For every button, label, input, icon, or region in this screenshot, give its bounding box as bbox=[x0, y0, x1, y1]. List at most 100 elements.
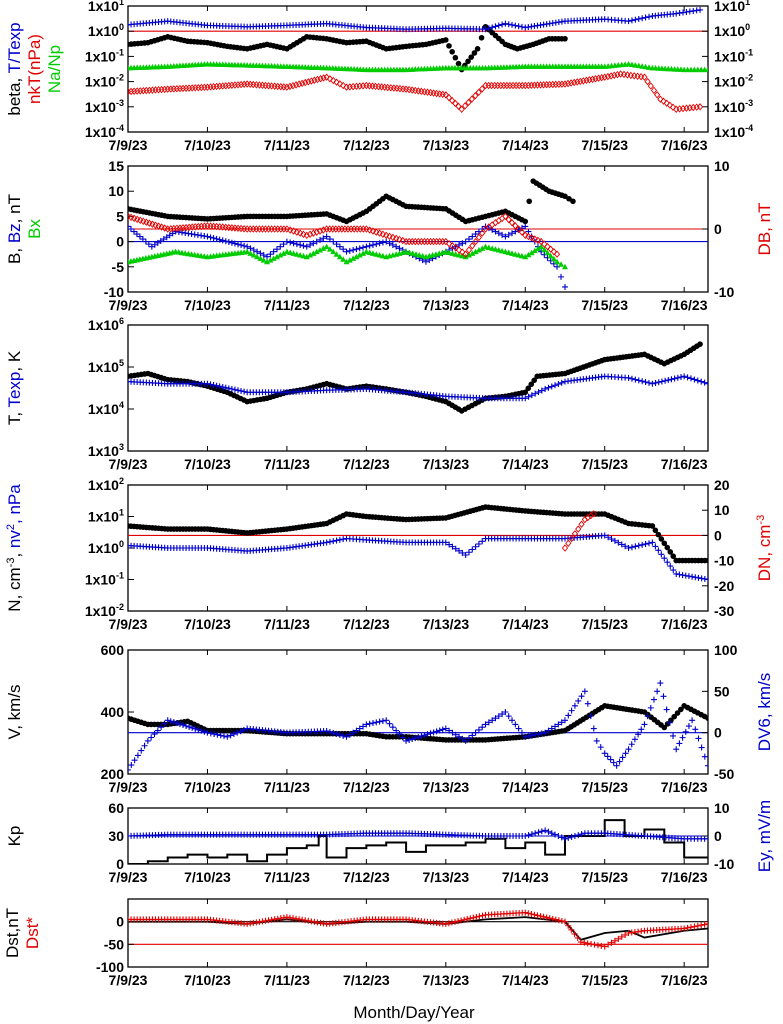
series-bx-point bbox=[465, 252, 472, 258]
series-bz-point bbox=[225, 238, 232, 245]
series-bz-point bbox=[207, 234, 214, 241]
y-tick-right-label: 10 bbox=[714, 502, 730, 518]
series-dv6-point bbox=[183, 722, 190, 729]
series-nv2-point bbox=[459, 549, 466, 556]
series-bx-point bbox=[550, 255, 557, 262]
series-dv6-point bbox=[660, 693, 667, 700]
series-t-point bbox=[525, 385, 532, 392]
x-tick-label: 7/11/23 bbox=[264, 779, 310, 795]
y-tick-right-label: 100 bbox=[714, 642, 738, 658]
series-nv2-point bbox=[695, 574, 702, 581]
series-nkt-npa--point bbox=[571, 78, 578, 87]
series-texp-point bbox=[238, 387, 245, 394]
series-bx-point bbox=[406, 249, 413, 256]
series-bx-point bbox=[534, 245, 541, 252]
series-db-point bbox=[393, 234, 400, 243]
series-t-texp bbox=[128, 6, 704, 33]
y-axis-label-right: DV6, km/s bbox=[755, 673, 774, 751]
series-bz-point bbox=[422, 258, 429, 265]
series-nkt-npa--point bbox=[663, 99, 670, 107]
series-bx-point bbox=[277, 252, 284, 258]
series-db-point bbox=[462, 250, 469, 258]
series-dv6-point bbox=[695, 735, 702, 742]
series-beta-point bbox=[446, 43, 452, 49]
y-axis-label-right: DN, cm-3 bbox=[755, 515, 774, 581]
y-tick-label: -10 bbox=[104, 284, 124, 300]
series-dst--point bbox=[451, 918, 458, 925]
series-nv2-point bbox=[601, 532, 608, 539]
series-db-point bbox=[538, 237, 545, 246]
series-bz-point bbox=[469, 233, 476, 240]
series-dv6-point bbox=[389, 724, 396, 731]
series-texp-point bbox=[548, 383, 555, 390]
series-dv6-point bbox=[489, 717, 496, 724]
x-tick-label: 7/11/23 bbox=[264, 972, 310, 988]
series-texp-point bbox=[674, 374, 681, 381]
series-dv6-point bbox=[545, 727, 552, 734]
series-nkt-npa--point bbox=[641, 73, 648, 81]
x-tick-label: 7/14/23 bbox=[502, 779, 549, 795]
series-dv6-point bbox=[472, 729, 479, 736]
series-b-point bbox=[570, 198, 576, 205]
series-bz-point bbox=[386, 240, 393, 247]
series-nkt-npa--point bbox=[296, 80, 303, 88]
series-dv6-point bbox=[657, 680, 664, 687]
series-db-point bbox=[303, 231, 310, 240]
series-bx-point bbox=[369, 250, 376, 256]
y-tick-label: 0 bbox=[116, 234, 124, 250]
series-dv6-point bbox=[195, 726, 202, 733]
series-dn bbox=[561, 510, 597, 552]
series-bx-point bbox=[254, 253, 261, 260]
y-tick-right-label: 1x100 bbox=[714, 22, 750, 39]
series-dv6-point bbox=[227, 732, 234, 739]
series-texp-point bbox=[532, 390, 539, 397]
series-dv6-point bbox=[138, 747, 145, 754]
series-ey-point bbox=[535, 829, 542, 836]
panel-density: 7/9/23 7/10/23 7/11/23 7/12/23 7/13/23 7/14/2… bbox=[5, 476, 774, 632]
x-tick-label: 7/13/23 bbox=[422, 972, 469, 988]
series-bx-point bbox=[300, 252, 307, 259]
x-tick-label: 7/11/23 bbox=[264, 616, 310, 632]
panel-velocity: 7/9/23 7/10/23 7/11/23 7/12/23 7/13/23 7/14/2… bbox=[5, 642, 774, 795]
series-nv2-point bbox=[475, 541, 482, 548]
series-t-texp-point bbox=[635, 15, 642, 22]
series-dst--point bbox=[537, 913, 544, 920]
series-bz-point bbox=[307, 241, 314, 248]
series-nkt-npa--point bbox=[666, 101, 673, 109]
series-dn-point bbox=[578, 520, 585, 528]
series-dv6-point bbox=[475, 726, 482, 733]
series-nv2-point bbox=[649, 539, 656, 546]
series-nkt-npa- bbox=[128, 70, 704, 113]
series-nkt-npa--point bbox=[647, 82, 654, 90]
series-dv6-point bbox=[343, 733, 350, 740]
series-nv2-point bbox=[625, 545, 632, 551]
series-nkt-npa--point bbox=[611, 71, 618, 79]
series-nv2-point bbox=[701, 575, 708, 582]
series-dn-point bbox=[565, 539, 572, 547]
series-db-point bbox=[449, 242, 456, 250]
series-dv6-point bbox=[650, 696, 657, 703]
series-bx-point bbox=[446, 249, 453, 256]
series-nkt-npa--point bbox=[696, 103, 704, 111]
series-t-texp-point bbox=[697, 6, 704, 13]
series-bz-point bbox=[479, 226, 486, 232]
series-nkt-npa--point bbox=[475, 88, 482, 96]
series-texp-point bbox=[652, 379, 659, 386]
series-dv6-point bbox=[670, 732, 677, 739]
y-axis-label-left: Kp bbox=[5, 826, 24, 847]
series-dv6-point bbox=[555, 721, 562, 728]
series-texp bbox=[128, 373, 708, 402]
series-bx-point bbox=[250, 252, 257, 258]
series-bx-point bbox=[452, 251, 459, 257]
series-dst--point bbox=[479, 912, 486, 919]
series-t-texp-point bbox=[625, 18, 632, 25]
series-dv6-point bbox=[584, 700, 591, 707]
series-db-point bbox=[472, 237, 479, 246]
series-texp-point bbox=[231, 386, 238, 393]
series-group bbox=[128, 909, 708, 950]
series-bz-point bbox=[346, 247, 353, 254]
y-tick-label: 0 bbox=[116, 914, 124, 930]
series-na-np-point bbox=[705, 66, 708, 73]
series-bz-point bbox=[241, 242, 248, 249]
series-nv2-point bbox=[698, 575, 705, 582]
